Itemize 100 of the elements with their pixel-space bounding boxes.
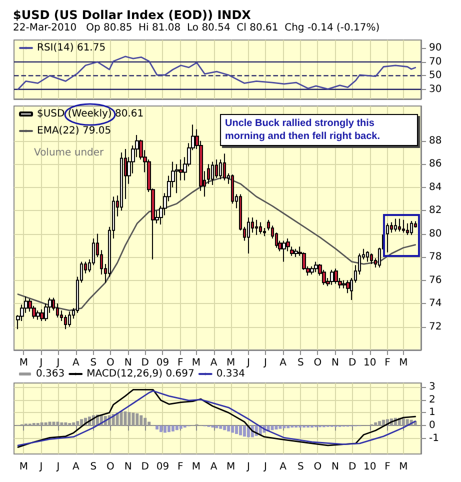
bar: [68, 423, 72, 426]
legend-label: RSI(14) 61.75: [37, 42, 106, 54]
candlestick: [207, 164, 210, 184]
x-tick-label: F: [177, 358, 184, 368]
x-tick-label: 09: [156, 462, 170, 472]
y-tick-label: 74: [429, 298, 442, 310]
x-tick-label: N: [124, 462, 132, 472]
y-tick-label: 78: [429, 252, 442, 263]
x-tick-label: F: [384, 462, 391, 472]
candlestick: [247, 217, 250, 254]
bar: [374, 422, 378, 426]
bar: [215, 426, 218, 428]
bar: [270, 426, 274, 430]
x-tick-label: 10: [364, 462, 376, 472]
bar: [223, 426, 226, 430]
x-tick-label: N: [332, 358, 340, 368]
bar: [231, 426, 234, 433]
bar: [132, 412, 135, 426]
bar: [274, 426, 278, 430]
y-tick-label: 84: [429, 182, 442, 193]
bar: [36, 423, 40, 426]
y-tick-label: -1: [429, 433, 439, 444]
x-tick-label: D: [141, 462, 150, 472]
candlestick: [394, 218, 397, 232]
bar: [136, 413, 139, 426]
bar: [60, 422, 64, 426]
candlestick: [398, 218, 401, 232]
bar: [171, 426, 174, 432]
bar: [52, 422, 56, 426]
callout-box: Uncle Buck rallied strongly this morning and then fell right back.: [220, 114, 418, 146]
y-tick-label: 76: [429, 274, 442, 286]
x-tick-label: J: [246, 462, 250, 472]
x-tick-label: J: [246, 358, 250, 368]
bar: [219, 426, 222, 429]
candlestick: [402, 219, 405, 234]
y-tick-label: 3: [429, 381, 436, 392]
x-tick-label: J: [56, 358, 60, 368]
y-tick-label: 90: [429, 42, 442, 54]
bar: [120, 411, 123, 426]
candlestick: [175, 164, 179, 194]
x-tick-label: A: [72, 462, 80, 472]
candlestick: [406, 222, 409, 236]
x-tick-label: S: [90, 462, 97, 472]
x-tick-label: M: [19, 462, 28, 472]
bar: [402, 418, 405, 426]
bar: [278, 426, 282, 429]
chart-subtitle: 22-Mar-2010 Op 80.85 Hi 81.08 Lo 80.54 Cl 80.61 Chg -0.14 (-0.17%): [13, 22, 380, 34]
x-tick-label: J: [262, 462, 267, 472]
x-tick-label: J: [56, 462, 60, 472]
x-tick-label: 10: [364, 358, 376, 368]
x-tick-label: O: [106, 358, 115, 368]
x-tick-label: A: [210, 358, 218, 368]
x-tick-label: M: [192, 358, 201, 368]
legend-label: $USD (Weekly) 80.61: [37, 108, 144, 120]
x-tick-label: M: [226, 462, 236, 472]
y-tick-label: 88: [429, 135, 442, 146]
bar: [148, 422, 151, 426]
legend-label: MACD(12,26,9) 0.697: [86, 368, 194, 380]
candlestick: [64, 314, 67, 330]
bar: [378, 421, 382, 426]
y-tick-label: 50: [429, 70, 442, 82]
x-tick-label: S: [90, 358, 97, 368]
candlestick: [366, 250, 369, 262]
candlestick: [386, 222, 389, 253]
candlestick: [231, 174, 234, 204]
x-tick-label: A: [280, 462, 287, 472]
x-tick-label: N: [332, 462, 340, 472]
x-tick-label: M: [399, 462, 408, 472]
x-tick-label: M: [192, 462, 201, 472]
y-tick-label: 82: [429, 205, 442, 216]
legend-label: EMA(22) 79.05: [37, 126, 112, 136]
bar: [167, 426, 170, 432]
x-tick-label: A: [72, 358, 80, 368]
x-tick-label: O: [106, 462, 115, 472]
candlestick: [330, 269, 334, 286]
x-tick-label: N: [124, 358, 132, 368]
bar: [64, 422, 68, 426]
y-tick-label: 2: [429, 394, 436, 406]
candlestick: [259, 222, 262, 234]
y-tick-label: 1: [429, 407, 436, 418]
x-tick-label: A: [210, 462, 218, 472]
legend-label: 0.334: [216, 368, 246, 380]
bar: [44, 422, 48, 426]
x-tick-label: A: [280, 358, 287, 368]
bar: [80, 419, 84, 426]
candlestick: [410, 220, 413, 236]
bar: [32, 423, 36, 426]
y-tick-label: 30: [429, 84, 442, 95]
candlestick: [282, 240, 286, 262]
x-tick-label: O: [314, 358, 322, 368]
bar: [175, 426, 178, 430]
x-tick-label: J: [262, 358, 267, 368]
candlestick: [334, 268, 338, 284]
bar: [48, 422, 52, 426]
bar: [238, 426, 242, 436]
x-tick-label: M: [226, 358, 236, 368]
bar: [124, 411, 127, 426]
candlestick: [255, 219, 258, 236]
bar: [156, 426, 159, 430]
bar: [40, 422, 44, 426]
